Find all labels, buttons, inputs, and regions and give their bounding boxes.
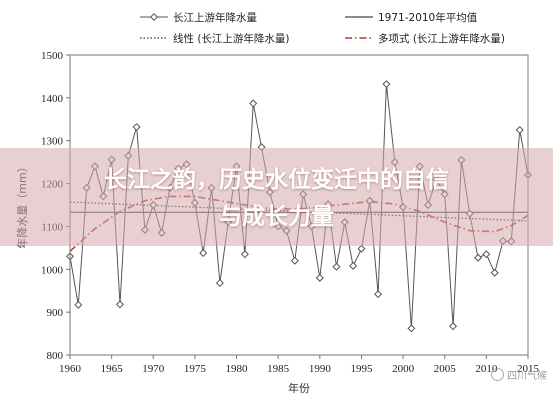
data-point <box>332 262 341 271</box>
data-point <box>490 268 499 277</box>
data-point <box>240 250 249 259</box>
headline-line-1: 长江之韵，历史水位变迁中的自信 <box>104 167 449 193</box>
watermark-logo-icon <box>491 368 504 381</box>
legend-marker <box>149 12 159 22</box>
watermark-text: 四川气候 <box>507 371 547 382</box>
x-tick-label: 1985 <box>267 363 290 375</box>
data-point <box>315 273 324 282</box>
x-tick-label: 1980 <box>226 363 249 375</box>
x-tick-label: 2015 <box>517 363 540 375</box>
data-point <box>199 248 208 258</box>
y-tick-label: 1400 <box>41 93 64 105</box>
x-tick-label: 1975 <box>184 363 207 375</box>
y-tick-label: 800 <box>47 350 64 362</box>
legend-label: 多项式 (长江上游年降水量) <box>378 32 505 45</box>
data-point <box>249 99 258 108</box>
data-point <box>215 278 224 288</box>
y-tick-label: 1300 <box>41 136 64 148</box>
data-point <box>290 256 299 265</box>
data-point <box>115 300 124 309</box>
y-tick-label: 1500 <box>41 50 64 62</box>
data-point <box>74 300 83 309</box>
x-tick-label: 2000 <box>392 363 415 375</box>
x-tick-label: 2005 <box>434 363 457 375</box>
data-point <box>349 261 358 270</box>
legend-label: 1971-2010年平均值 <box>378 11 478 24</box>
data-point <box>449 322 458 331</box>
y-tick-label: 1000 <box>41 264 64 276</box>
headline-line-2: 与成长力量 <box>219 204 334 230</box>
data-point <box>407 324 416 333</box>
y-tick-label: 900 <box>47 307 64 319</box>
x-tick-label: 1995 <box>350 363 373 375</box>
legend-label: 线性 (长江上游年降水量) <box>173 32 290 45</box>
data-point <box>382 80 391 89</box>
watermark: 四川气候 <box>491 367 547 382</box>
x-tick-label: 1990 <box>309 363 332 375</box>
data-point <box>357 244 366 253</box>
data-point <box>132 122 141 132</box>
legend-label: 长江上游年降水量 <box>173 11 257 24</box>
x-axis-title: 年份 <box>288 381 310 395</box>
x-tick-label: 1965 <box>101 363 124 375</box>
headline-banner <box>0 148 553 246</box>
x-tick-label: 1960 <box>59 363 82 375</box>
data-point <box>374 290 383 299</box>
x-tick-label: 1970 <box>142 363 165 375</box>
data-point <box>482 250 491 259</box>
data-point <box>515 125 524 135</box>
data-point <box>474 253 483 262</box>
